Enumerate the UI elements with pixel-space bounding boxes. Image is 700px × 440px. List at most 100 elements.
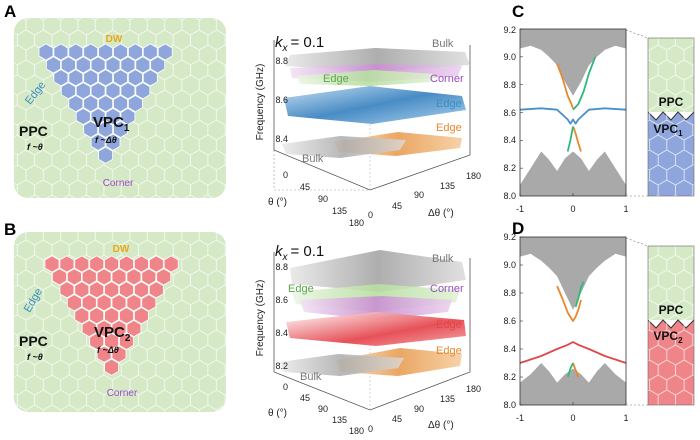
x-tick: 1 <box>623 204 628 214</box>
ppc-label: PPC <box>19 123 48 139</box>
y-tick: 8.6 <box>503 108 516 118</box>
ppc-label: PPC <box>659 303 684 317</box>
y-tick: 9.0 <box>503 260 516 270</box>
dtheta-tick: 135 <box>440 394 455 404</box>
bulk-bottom-surface <box>282 136 406 158</box>
bulk-label: Bulk <box>302 153 324 165</box>
kx-label: kx = 0.1 <box>275 243 324 263</box>
vpc-cell <box>111 294 127 312</box>
vpc-cell <box>111 268 127 286</box>
vpc-cell <box>104 358 119 376</box>
dtheta-tick: 0 <box>368 424 373 434</box>
y-tick: 8.6 <box>503 316 516 326</box>
z-tick: 8.2 <box>275 361 288 371</box>
panel-label-d: D <box>512 219 524 238</box>
z-tick: 8.8 <box>275 262 288 272</box>
x-tick: 1 <box>623 413 628 423</box>
edge-label: Edge <box>436 98 462 110</box>
vpc-cell <box>66 294 82 312</box>
axis-box-hidden <box>273 150 370 191</box>
theta-tick: 45 <box>300 182 310 192</box>
vpc-cell <box>113 43 128 61</box>
panel-c: C 9.2 9.0 8.8 8.6 8.4 8.2 8.0 -1 0 1 PPC… <box>503 2 695 214</box>
surface-plot-bottom: kx = 0.1 Bulk Edge Corner Edge Edge Bulk … <box>255 243 481 436</box>
bulk-label: Bulk <box>432 253 454 265</box>
band-line <box>519 107 627 125</box>
vpc-cell <box>98 43 113 61</box>
vpc-cell <box>98 146 113 164</box>
x-tick: 0 <box>570 204 575 214</box>
band-plot-c <box>519 28 627 197</box>
vpc-cell <box>90 82 106 100</box>
vpc-cell <box>111 345 127 363</box>
edge-label: Edge <box>288 283 314 295</box>
vpc-cell <box>105 133 121 151</box>
vpc-cell <box>89 255 105 273</box>
vpc-cell <box>53 69 69 87</box>
vpc1-label: VPC1 <box>653 122 683 138</box>
band-line <box>572 126 582 152</box>
edge-surface-red <box>286 312 466 346</box>
vpc-cell <box>74 307 90 325</box>
corner-label: Corner <box>103 178 134 189</box>
y-tick: 8.0 <box>503 400 516 410</box>
band-line <box>572 56 597 111</box>
dtheta-tick: 90 <box>414 404 424 414</box>
band-line <box>566 126 574 152</box>
panel-b: B DW Edge PPC f ~θ VPC2 f ~Δθ Corner <box>4 220 226 412</box>
vpc-cell <box>127 43 143 61</box>
x-tick: -1 <box>516 204 524 214</box>
vpc-cell <box>59 255 75 273</box>
vpc-cell <box>104 307 119 325</box>
theta-tick: 135 <box>332 415 347 425</box>
vpc-cell <box>119 332 134 350</box>
bulk-band-lower <box>520 151 626 196</box>
vpc-cell <box>83 69 99 87</box>
theta-tick: 90 <box>318 404 328 414</box>
vpc1-relation: f ~Δθ <box>95 135 117 145</box>
vpc-cell <box>74 255 90 273</box>
vpc-cell <box>126 294 142 312</box>
theta-tick: 135 <box>332 206 347 216</box>
vpc-cell <box>89 307 105 325</box>
vpc-cell <box>96 345 112 363</box>
y-tick: 9.2 <box>503 232 516 242</box>
vpc-cell <box>96 294 112 312</box>
vpc-cell <box>105 82 121 100</box>
vpc-cell <box>133 255 149 273</box>
vpc-cell <box>90 107 106 126</box>
vpc-cell <box>90 133 106 151</box>
theta-tick: 45 <box>300 393 310 403</box>
z-tick: 8.8 <box>275 56 288 66</box>
bulk-band-upper <box>520 237 626 310</box>
edge-label: Edge <box>436 122 462 134</box>
corner-label: Corner <box>430 283 464 295</box>
corner-label: Corner <box>430 73 464 85</box>
y-ticks-c: 9.2 9.0 8.8 8.6 8.4 8.2 8.0 <box>503 25 516 201</box>
corner-surface <box>300 296 452 320</box>
vpc-cell <box>113 95 128 113</box>
vpc-cell <box>90 56 106 74</box>
vpc-cell <box>81 319 97 338</box>
band-line <box>574 281 585 308</box>
theta-tick: 90 <box>318 194 328 204</box>
y-tick: 8.2 <box>503 372 516 382</box>
bulk-band-upper <box>520 29 626 96</box>
panel-label-b: B <box>4 220 16 239</box>
vpc-cell <box>133 307 149 325</box>
vpc-cell <box>120 82 136 100</box>
vpc-cell <box>135 82 151 100</box>
vpc-cell <box>120 56 136 74</box>
vpc2-triangle <box>44 255 179 376</box>
theta-axis-label: θ (°) <box>268 197 287 208</box>
vpc-cell <box>98 120 113 138</box>
bulk-label: Bulk <box>432 38 454 50</box>
panel-label-c: C <box>512 2 524 21</box>
band-line <box>572 362 580 378</box>
vpc1-label: VPC1 <box>93 114 130 134</box>
y-tick: 8.4 <box>503 344 516 354</box>
vpc-cell <box>68 43 84 61</box>
vpc-cell <box>150 56 166 74</box>
y-tick: 9.2 <box>503 25 516 35</box>
vpc2-relation: f ~Δθ <box>97 345 119 355</box>
